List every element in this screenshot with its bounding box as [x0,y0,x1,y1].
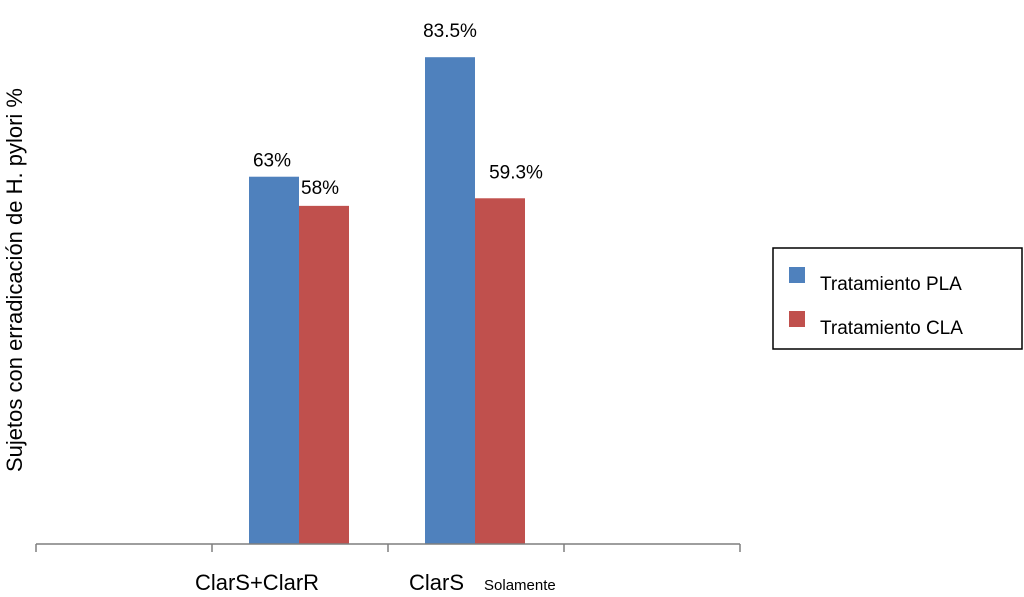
data-labels-group: 63% 83.5% 58% 59.3% [253,21,543,199]
legend-swatch-pla [789,267,805,283]
legend-swatch-cla [789,311,805,327]
bar-cla-1 [475,198,525,544]
bar-cla-0 [299,205,349,545]
bar-pla-0 [249,176,299,544]
category-label-0: ClarS+ClarR [195,570,319,595]
data-label-cla-1: 59.3% [489,162,543,183]
data-label-pla-1: 83.5% [423,21,477,42]
x-axis [35,543,741,552]
legend-label-pla: Tratamiento PLA [820,274,962,295]
bars-group [249,57,525,545]
category-labels-group: ClarS+ClarR ClarS Solamente [195,570,556,595]
data-label-cla-0: 58% [301,178,339,199]
category-label-1: ClarS Solamente [409,570,556,595]
legend: Tratamiento PLA Tratamiento CLA [772,247,1023,350]
bar-pla-1 [425,57,475,544]
data-label-pla-0: 63% [253,151,291,172]
legend-box [772,247,1023,350]
y-axis-label: Sujetos con erradicación de H. pylori % [2,88,27,472]
legend-label-cla: Tratamiento CLA [820,318,963,339]
